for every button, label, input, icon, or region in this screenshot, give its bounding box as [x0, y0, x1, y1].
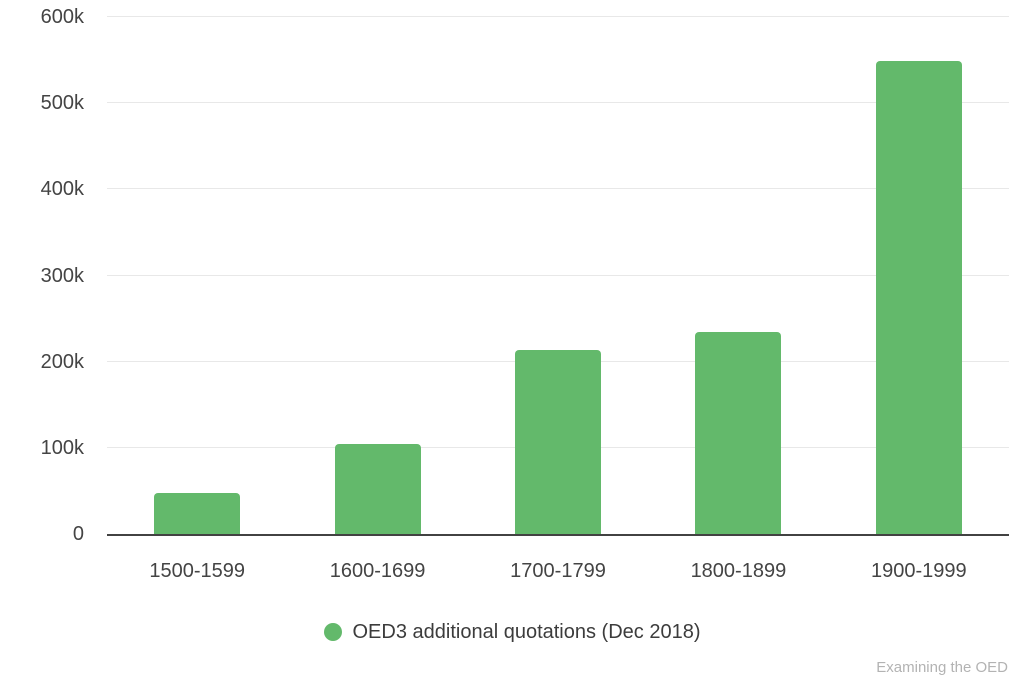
y-tick-label-100k: 100k [40, 436, 84, 459]
bar-1900-1999 [875, 60, 962, 534]
y-tick-label-600k: 600k [40, 6, 84, 28]
bar-1700-1799 [515, 350, 601, 534]
bar-1500-1599 [154, 492, 241, 534]
bar-1600-1699 [334, 443, 421, 534]
x-tick-label-1700-1799: 1700-1799 [510, 560, 606, 582]
x-tick-label-1800-1899: 1800-1899 [690, 560, 787, 582]
legend-label: OED3 additional quotations (Dec 2018) [352, 620, 701, 643]
y-tick-label-500k: 500k [40, 92, 84, 115]
gridline-300k [107, 274, 1009, 276]
y-tick-label-200k: 200k [40, 350, 84, 373]
x-tick-label-1900-1999: 1900-1999 [870, 560, 967, 582]
legend-marker-icon [323, 623, 342, 641]
legend: OED3 additional quotations (Dec 2018) [0, 620, 1024, 644]
plot-area [107, 16, 1009, 536]
x-axis: 1500-1599 1600-1699 1700-1799 1800-1899 1900… [107, 558, 1009, 586]
watermark: Examining the OED [876, 659, 1008, 676]
gridline-400k [107, 188, 1009, 190]
y-tick-label-0: 0 [72, 523, 84, 545]
gridline-500k [107, 102, 1009, 104]
x-tick-label-1600-1699: 1600-1699 [329, 560, 426, 582]
x-tick-label-1500-1599: 1500-1599 [149, 560, 246, 582]
y-tick-label-300k: 300k [40, 264, 84, 287]
y-tick-label-400k: 400k [40, 178, 84, 201]
gridline-600k [107, 16, 1009, 17]
y-axis: 0 100k 200k 300k 400k 500k 600k [0, 6, 84, 545]
bar-1800-1899 [695, 331, 782, 534]
